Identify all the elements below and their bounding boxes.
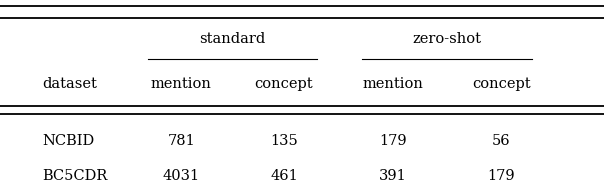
Text: 4031: 4031 (162, 169, 200, 183)
Text: 56: 56 (492, 134, 510, 148)
Text: concept: concept (254, 77, 313, 91)
Text: 179: 179 (379, 134, 406, 148)
Text: 461: 461 (270, 169, 298, 183)
Text: zero-shot: zero-shot (413, 32, 481, 46)
Text: NCBID: NCBID (42, 134, 95, 148)
Text: 391: 391 (379, 169, 406, 183)
Text: concept: concept (472, 77, 531, 91)
Text: mention: mention (362, 77, 423, 91)
Text: 135: 135 (270, 134, 298, 148)
Text: 781: 781 (167, 134, 195, 148)
Text: dataset: dataset (42, 77, 97, 91)
Text: BC5CDR: BC5CDR (42, 169, 108, 183)
Text: 179: 179 (487, 169, 515, 183)
Text: standard: standard (199, 32, 266, 46)
Text: mention: mention (151, 77, 211, 91)
